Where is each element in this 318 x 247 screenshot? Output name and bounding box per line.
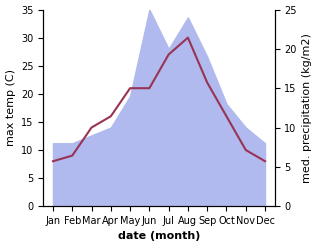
X-axis label: date (month): date (month) bbox=[118, 231, 200, 242]
Y-axis label: med. precipitation (kg/m2): med. precipitation (kg/m2) bbox=[302, 33, 313, 183]
Y-axis label: max temp (C): max temp (C) bbox=[5, 69, 16, 146]
